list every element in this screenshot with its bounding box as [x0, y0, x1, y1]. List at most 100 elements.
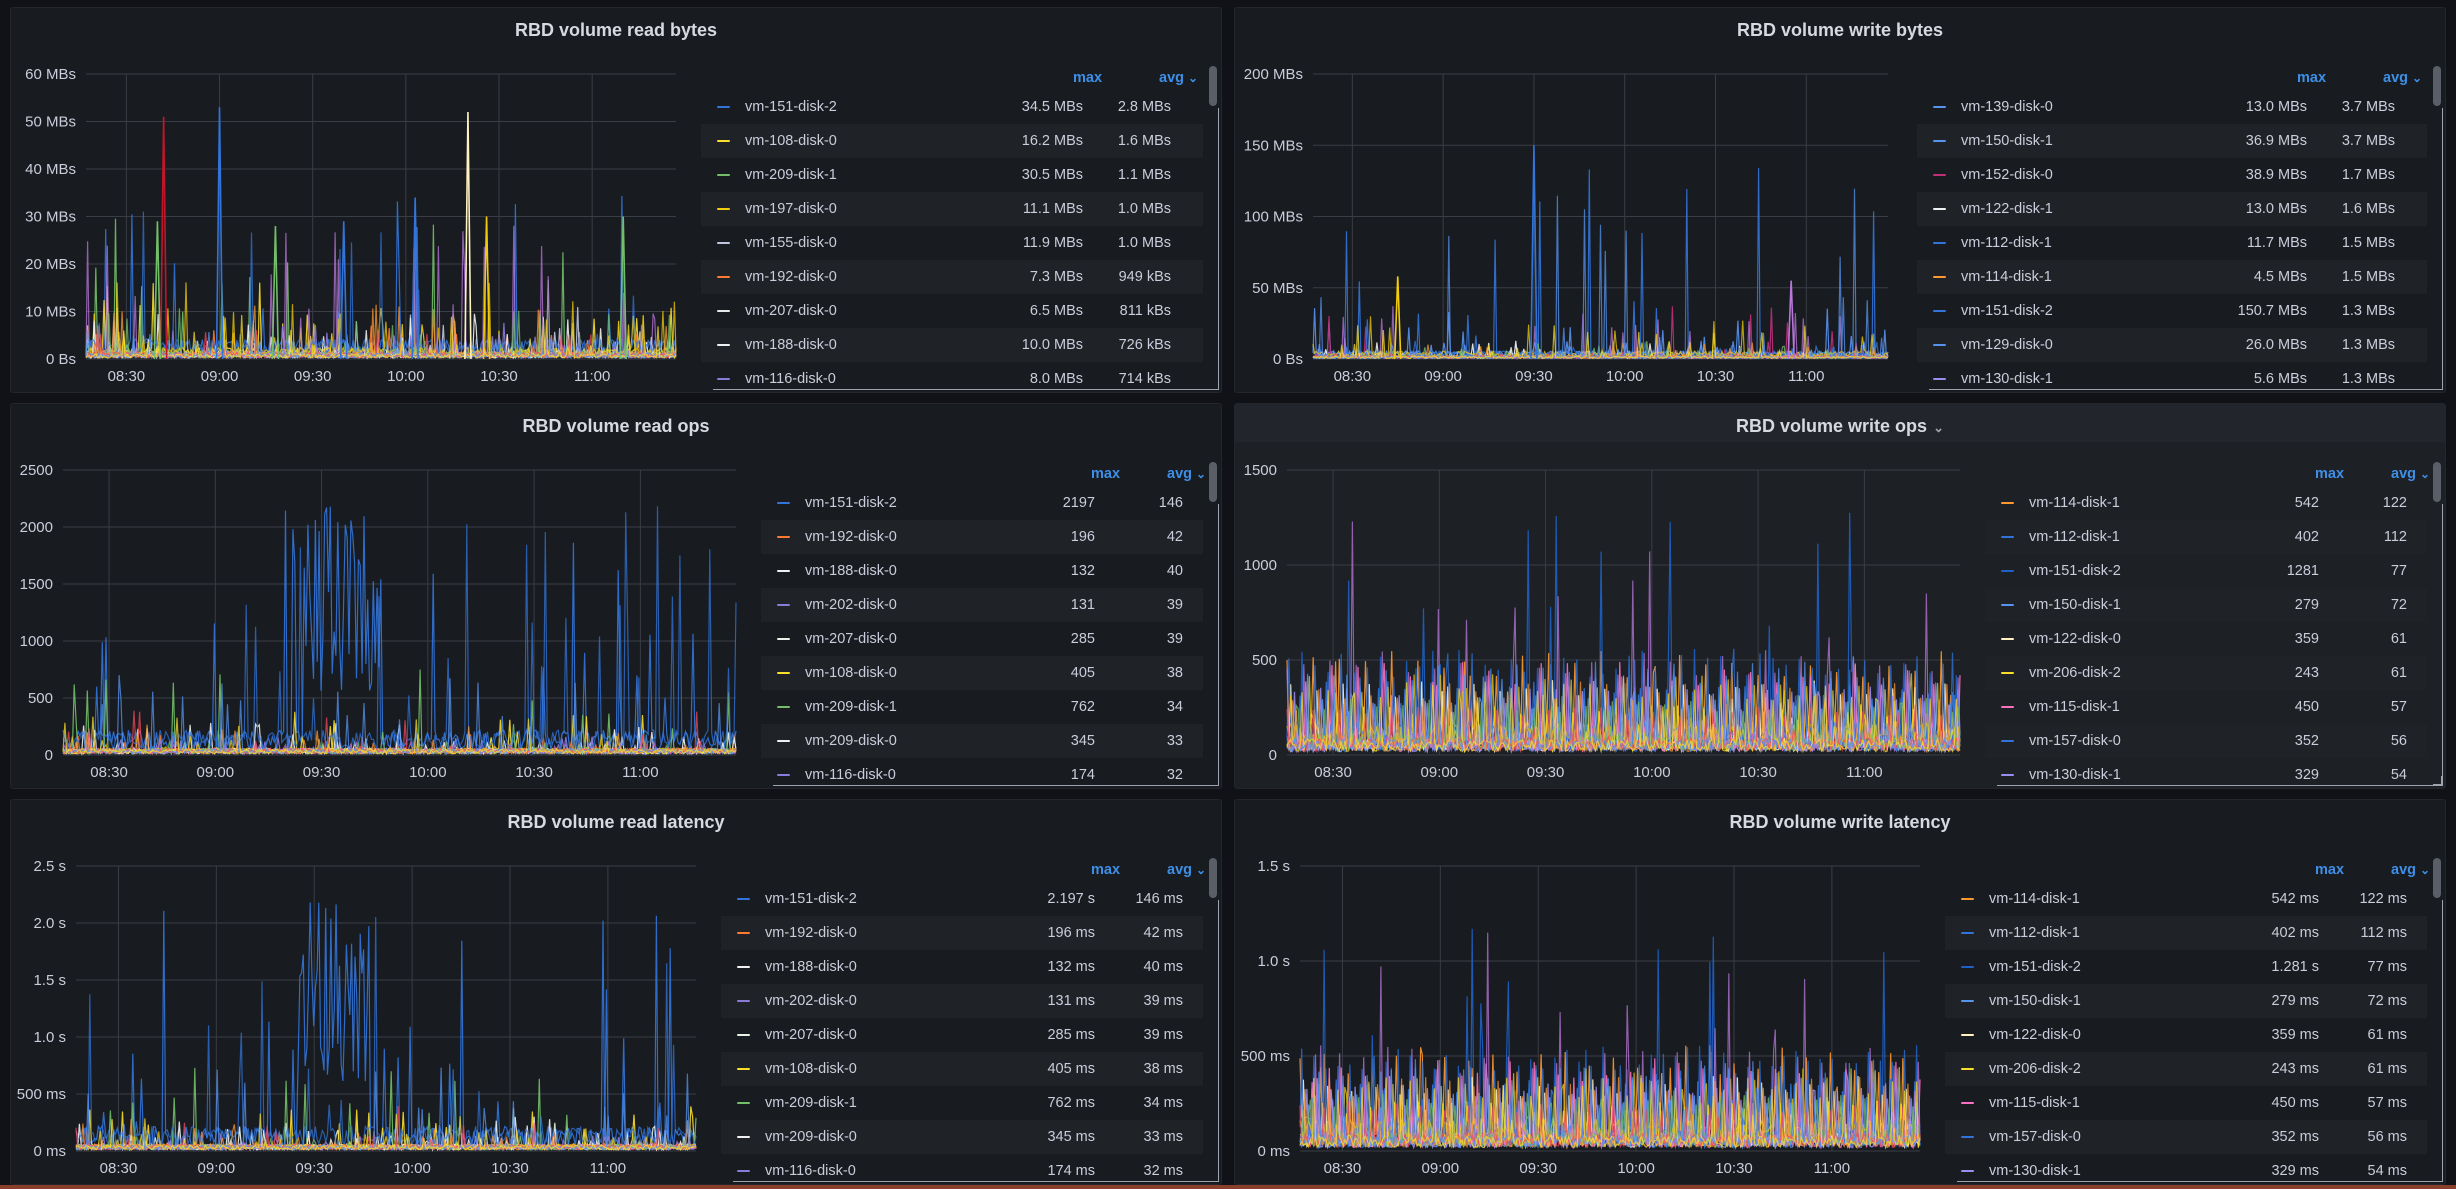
- legend-sort-max[interactable]: max: [1073, 70, 1103, 86]
- legend-scrollbar[interactable]: [2433, 66, 2441, 106]
- legend-item[interactable]: vm-112-disk-1 402 ms 112 ms: [1945, 916, 2427, 950]
- legend-item[interactable]: vm-150-disk-1 279 ms 72 ms: [1945, 984, 2427, 1018]
- legend-item[interactable]: vm-112-disk-1 402 112: [1985, 520, 2427, 554]
- legend-item[interactable]: vm-114-disk-1 4.5 MBs 1.5 MBs: [1917, 260, 2427, 294]
- legend-item[interactable]: vm-116-disk-0 8.0 MBs 714 kBs: [701, 362, 1203, 390]
- legend-item[interactable]: vm-151-disk-2 1281 77: [1985, 554, 2427, 588]
- legend-item[interactable]: vm-151-disk-2 1.281 s 77 ms: [1945, 950, 2427, 984]
- legend-item[interactable]: vm-130-disk-1 329 ms 54 ms: [1945, 1154, 2427, 1182]
- legend-item[interactable]: vm-157-disk-0 352 56: [1985, 724, 2427, 758]
- panel-write-latency[interactable]: RBD volume write latency 0 ms 500 ms 1.0 s…: [1234, 799, 2446, 1185]
- panel-read-ops[interactable]: RBD volume read ops 0 500 1000 1500 2000 2500…: [10, 403, 1222, 789]
- legend-sort-max[interactable]: max: [2315, 862, 2345, 878]
- legend-item[interactable]: vm-116-disk-0 174 32: [761, 758, 1203, 786]
- legend-avg-value: 40: [1166, 563, 1183, 579]
- legend-item[interactable]: vm-209-disk-1 762 ms 34 ms: [721, 1086, 1203, 1120]
- legend-item[interactable]: vm-188-disk-0 132 40: [761, 554, 1203, 588]
- legend-sort-avg[interactable]: avg ⌄: [2391, 862, 2430, 878]
- legend-item[interactable]: vm-207-disk-0 285 ms 39 ms: [721, 1018, 1203, 1052]
- panel-read-latency[interactable]: RBD volume read latency 0 ms 500 ms 1.0 s 1…: [10, 799, 1222, 1185]
- legend-item[interactable]: vm-108-disk-0 16.2 MBs 1.6 MBs: [701, 124, 1203, 158]
- legend-item[interactable]: vm-115-disk-1 450 ms 57 ms: [1945, 1086, 2427, 1120]
- chart-plot[interactable]: 0 ms 500 ms 1.0 s 1.5 s 08:30 09:00 09:30 10:00…: [1235, 840, 1925, 1180]
- legend-item[interactable]: vm-108-disk-0 405 ms 38 ms: [721, 1052, 1203, 1086]
- legend-item[interactable]: vm-112-disk-1 11.7 MBs 1.5 MBs: [1917, 226, 2427, 260]
- panel-write-ops[interactable]: RBD volume write ops ⌄ 0 500 1000 1500 08:30 0…: [1234, 403, 2446, 789]
- legend-scrollbar[interactable]: [1209, 858, 1217, 898]
- legend-sort-max[interactable]: max: [2297, 70, 2327, 86]
- panel-title[interactable]: RBD volume write latency: [1729, 812, 1951, 832]
- legend-item[interactable]: vm-207-disk-0 6.5 MBs 811 kBs: [701, 294, 1203, 328]
- legend-item[interactable]: vm-139-disk-0 13.0 MBs 3.7 MBs: [1917, 90, 2427, 124]
- y-tick-label: 2.5 s: [33, 858, 66, 875]
- chevron-down-icon[interactable]: ⌄: [1933, 420, 1944, 435]
- legend-scrollbar[interactable]: [2433, 462, 2441, 502]
- legend-item[interactable]: vm-114-disk-1 542 ms 122 ms: [1945, 882, 2427, 916]
- legend-item[interactable]: vm-130-disk-1 5.6 MBs 1.3 MBs: [1917, 362, 2427, 390]
- legend-sort-max[interactable]: max: [1091, 466, 1121, 482]
- legend-sort-avg[interactable]: avg ⌄: [1167, 466, 1206, 482]
- legend-sort-avg[interactable]: avg ⌄: [2391, 466, 2430, 482]
- legend-item[interactable]: vm-122-disk-0 359 ms 61 ms: [1945, 1018, 2427, 1052]
- legend-item[interactable]: vm-207-disk-0 285 39: [761, 622, 1203, 656]
- legend-item[interactable]: vm-209-disk-1 762 34: [761, 690, 1203, 724]
- legend-item[interactable]: vm-108-disk-0 405 38: [761, 656, 1203, 690]
- panel-title[interactable]: RBD volume write bytes: [1736, 20, 1944, 40]
- panel-title[interactable]: RBD volume read ops: [522, 416, 710, 436]
- resize-handle[interactable]: [2433, 776, 2443, 786]
- legend-item[interactable]: vm-157-disk-0 352 ms 56 ms: [1945, 1120, 2427, 1154]
- legend-item[interactable]: vm-114-disk-1 542 122: [1985, 486, 2427, 520]
- legend-sort-avg[interactable]: avg ⌄: [1167, 862, 1206, 878]
- legend-scrollbar[interactable]: [1209, 462, 1217, 502]
- panel-title[interactable]: RBD volume read latency: [507, 812, 725, 832]
- legend-item[interactable]: vm-122-disk-0 359 61: [1985, 622, 2427, 656]
- legend-scrollbar[interactable]: [1209, 66, 1217, 106]
- panel-write-bytes[interactable]: RBD volume write bytes 0 Bs 50 MBs 100 MBs…: [1234, 7, 2446, 393]
- legend-item[interactable]: vm-151-disk-2 150.7 MBs 1.3 MBs: [1917, 294, 2427, 328]
- series-spike: [1530, 145, 1538, 360]
- legend-item[interactable]: vm-197-disk-0 11.1 MBs 1.0 MBs: [701, 192, 1203, 226]
- legend-item[interactable]: vm-151-disk-2 2197 146: [761, 486, 1203, 520]
- legend-item[interactable]: vm-116-disk-0 174 ms 32 ms: [721, 1154, 1203, 1182]
- legend-item[interactable]: vm-150-disk-1 279 72: [1985, 588, 2427, 622]
- legend-sort-avg[interactable]: avg ⌄: [2383, 70, 2422, 86]
- legend-item[interactable]: vm-192-disk-0 196 42: [761, 520, 1203, 554]
- legend-item[interactable]: vm-209-disk-0 345 33: [761, 724, 1203, 758]
- legend-scrollbar[interactable]: [2433, 858, 2441, 898]
- chart-plot[interactable]: 0 500 1000 1500 2000 2500 08:30 09:00 09:30 10:00…: [11, 444, 741, 784]
- chart-plot[interactable]: 0 Bs 50 MBs 100 MBs 150 MBs 200 MBs 08:30 09:0…: [1235, 48, 1905, 388]
- legend-item[interactable]: vm-209-disk-0 345 ms 33 ms: [721, 1120, 1203, 1154]
- legend-item[interactable]: vm-206-disk-2 243 ms 61 ms: [1945, 1052, 2427, 1086]
- legend-item[interactable]: vm-188-disk-0 132 ms 40 ms: [721, 950, 1203, 984]
- legend-scroll-track: [2442, 108, 2443, 390]
- legend-item[interactable]: vm-115-disk-1 450 57: [1985, 690, 2427, 724]
- legend-item[interactable]: vm-202-disk-0 131 39: [761, 588, 1203, 622]
- legend-item[interactable]: vm-151-disk-2 34.5 MBs 2.8 MBs: [701, 90, 1203, 124]
- legend-item[interactable]: vm-206-disk-2 243 61: [1985, 656, 2427, 690]
- series-line-extra: [75, 916, 697, 1149]
- legend-item[interactable]: vm-150-disk-1 36.9 MBs 3.7 MBs: [1917, 124, 2427, 158]
- legend-sort-max[interactable]: max: [1091, 862, 1121, 878]
- legend-max-value: 405: [1070, 665, 1095, 681]
- legend-item[interactable]: vm-122-disk-1 13.0 MBs 1.6 MBs: [1917, 192, 2427, 226]
- legend-item[interactable]: vm-152-disk-0 38.9 MBs 1.7 MBs: [1917, 158, 2427, 192]
- legend-item[interactable]: vm-130-disk-1 329 54: [1985, 758, 2427, 786]
- panel-title-text[interactable]: RBD volume write ops: [1736, 416, 1928, 436]
- panel-title[interactable]: RBD volume read bytes: [514, 20, 718, 40]
- chart-plot[interactable]: 0 ms 500 ms 1.0 s 1.5 s 2.0 s 2.5 s 08:30 09:00…: [11, 840, 701, 1180]
- panel-title[interactable]: RBD volume write ops ⌄: [1235, 416, 2445, 437]
- legend-sort-max[interactable]: max: [2315, 466, 2345, 482]
- legend-item[interactable]: vm-151-disk-2 2.197 s 146 ms: [721, 882, 1203, 916]
- legend-item[interactable]: vm-155-disk-0 11.9 MBs 1.0 MBs: [701, 226, 1203, 260]
- legend-item[interactable]: vm-192-disk-0 7.3 MBs 949 kBs: [701, 260, 1203, 294]
- legend-item[interactable]: vm-209-disk-1 30.5 MBs 1.1 MBs: [701, 158, 1203, 192]
- panel-read-bytes[interactable]: RBD volume read bytes 0 Bs 10 MBs 20 MBs 30…: [10, 7, 1222, 393]
- legend-item[interactable]: vm-202-disk-0 131 ms 39 ms: [721, 984, 1203, 1018]
- chart-plot[interactable]: 0 Bs 10 MBs 20 MBs 30 MBs 40 MBs 50 MBs 60 MBs…: [11, 48, 681, 388]
- panel-header[interactable]: [1235, 404, 2445, 442]
- chart-plot[interactable]: 0 500 1000 1500 08:30 09:00 09:30 10:00 10:30 11:…: [1235, 444, 1965, 784]
- legend-sort-avg[interactable]: avg ⌄: [1159, 70, 1198, 86]
- legend-item[interactable]: vm-192-disk-0 196 ms 42 ms: [721, 916, 1203, 950]
- legend-item[interactable]: vm-129-disk-0 26.0 MBs 1.3 MBs: [1917, 328, 2427, 362]
- legend-item[interactable]: vm-188-disk-0 10.0 MBs 726 kBs: [701, 328, 1203, 362]
